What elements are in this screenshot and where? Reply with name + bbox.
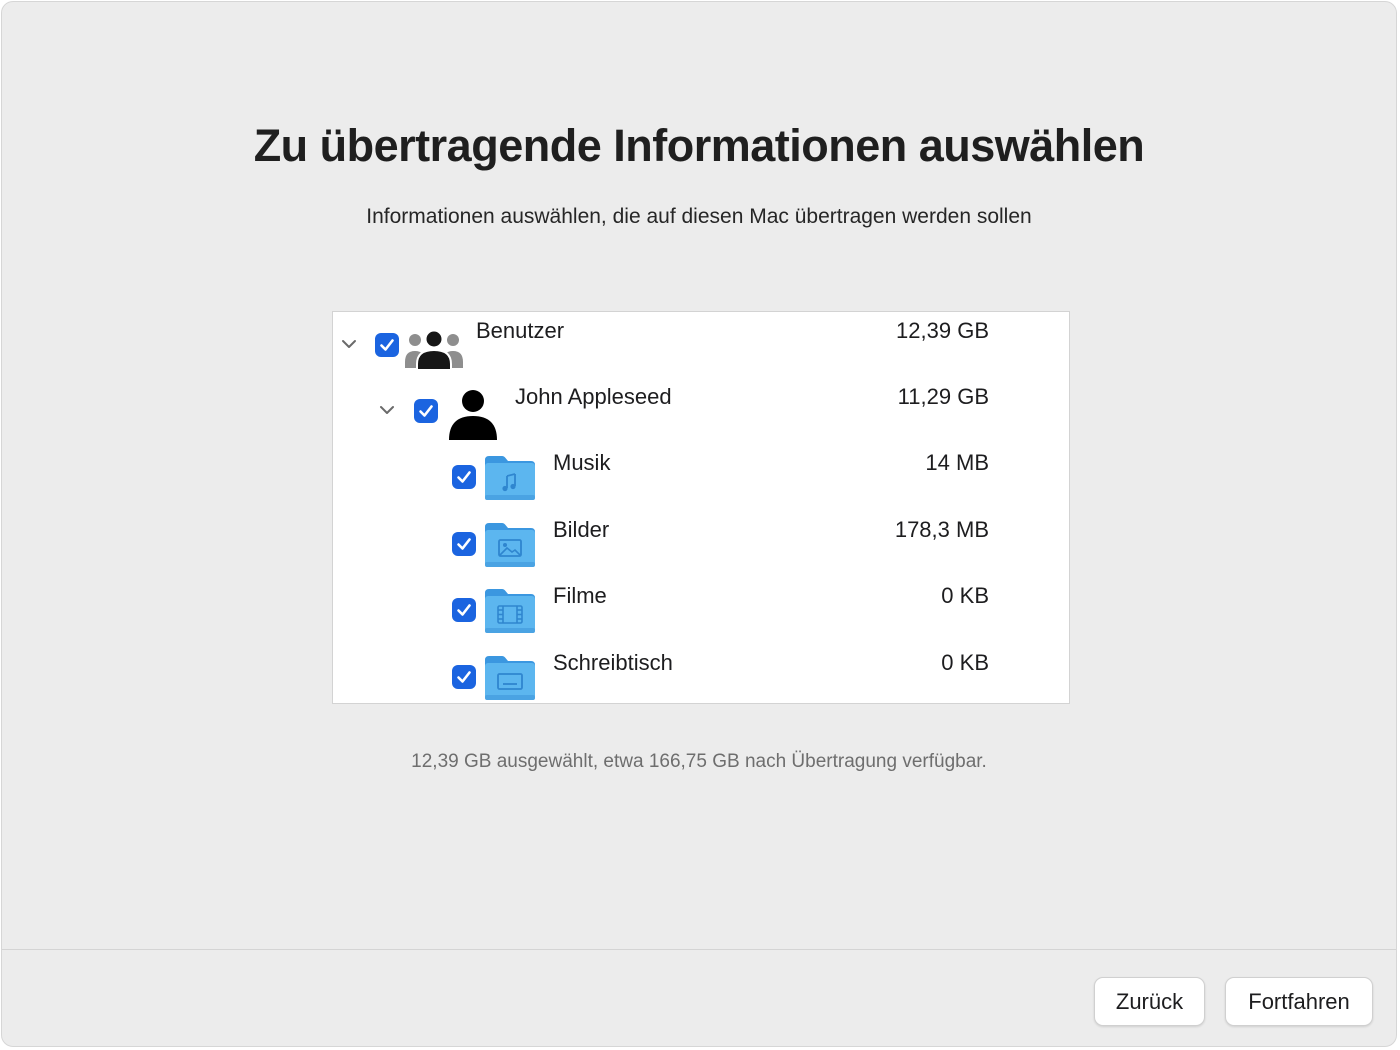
tree-label: John Appleseed [515,384,672,409]
users-group-icon [405,329,463,370]
transfer-tree: Benutzer 12,39 GB John Appleseed 11,29 G… [332,311,1070,704]
chevron-down-icon[interactable] [379,404,395,416]
tree-size: 0 KB [941,650,989,675]
footer-divider [2,949,1396,950]
folder-checkbox[interactable] [452,465,476,489]
checkmark-icon [457,671,471,683]
chevron-down-icon[interactable] [341,338,357,350]
tree-label: Musik [553,450,611,475]
folder-checkbox[interactable] [452,665,476,689]
tree-row-folder[interactable]: Musik 14 MB [333,444,1069,510]
checkmark-icon [419,405,433,417]
tree-row-folder[interactable]: Schreibtisch 0 KB [333,644,1069,703]
back-button[interactable]: Zurück [1094,977,1205,1026]
tree-row-user[interactable]: John Appleseed 11,29 GB [333,378,1069,444]
tree-size: 11,29 GB [897,384,989,409]
tree-size: 12,39 GB [896,318,989,343]
tree-row-folder[interactable]: Filme 0 KB [333,577,1069,643]
folder-checkbox[interactable] [452,532,476,556]
page-title: Zu übertragende Informationen auswählen [253,120,1145,171]
tree-size: 178,3 MB [894,517,989,542]
checkmark-icon [457,471,471,483]
tree-label: Schreibtisch [553,650,673,675]
folder-checkbox[interactable] [452,598,476,622]
desktop-folder-icon [485,656,535,700]
users-checkbox[interactable] [375,333,399,357]
tree-row-users[interactable]: Benutzer 12,39 GB [333,312,1069,378]
user-checkbox[interactable] [414,399,438,423]
page-subtitle: Informationen auswählen, die auf diesen … [366,205,1032,228]
checkmark-icon [457,538,471,550]
continue-button[interactable]: Fortfahren [1225,977,1373,1026]
tree-label: Filme [553,583,607,608]
tree-size: 0 KB [941,583,989,608]
tree-size: 14 MB [925,450,989,475]
pictures-folder-icon [485,523,535,567]
person-icon [449,390,497,440]
checkmark-icon [380,339,394,351]
tree-label: Bilder [553,517,610,542]
selection-summary: 12,39 GB ausgewählt, etwa 166,75 GB nach… [411,751,987,772]
tree-row-folder[interactable]: Bilder 178,3 MB [333,511,1069,577]
music-folder-icon [485,456,535,500]
movies-folder-icon [485,589,535,633]
checkmark-icon [457,604,471,616]
tree-label: Benutzer [476,318,565,343]
